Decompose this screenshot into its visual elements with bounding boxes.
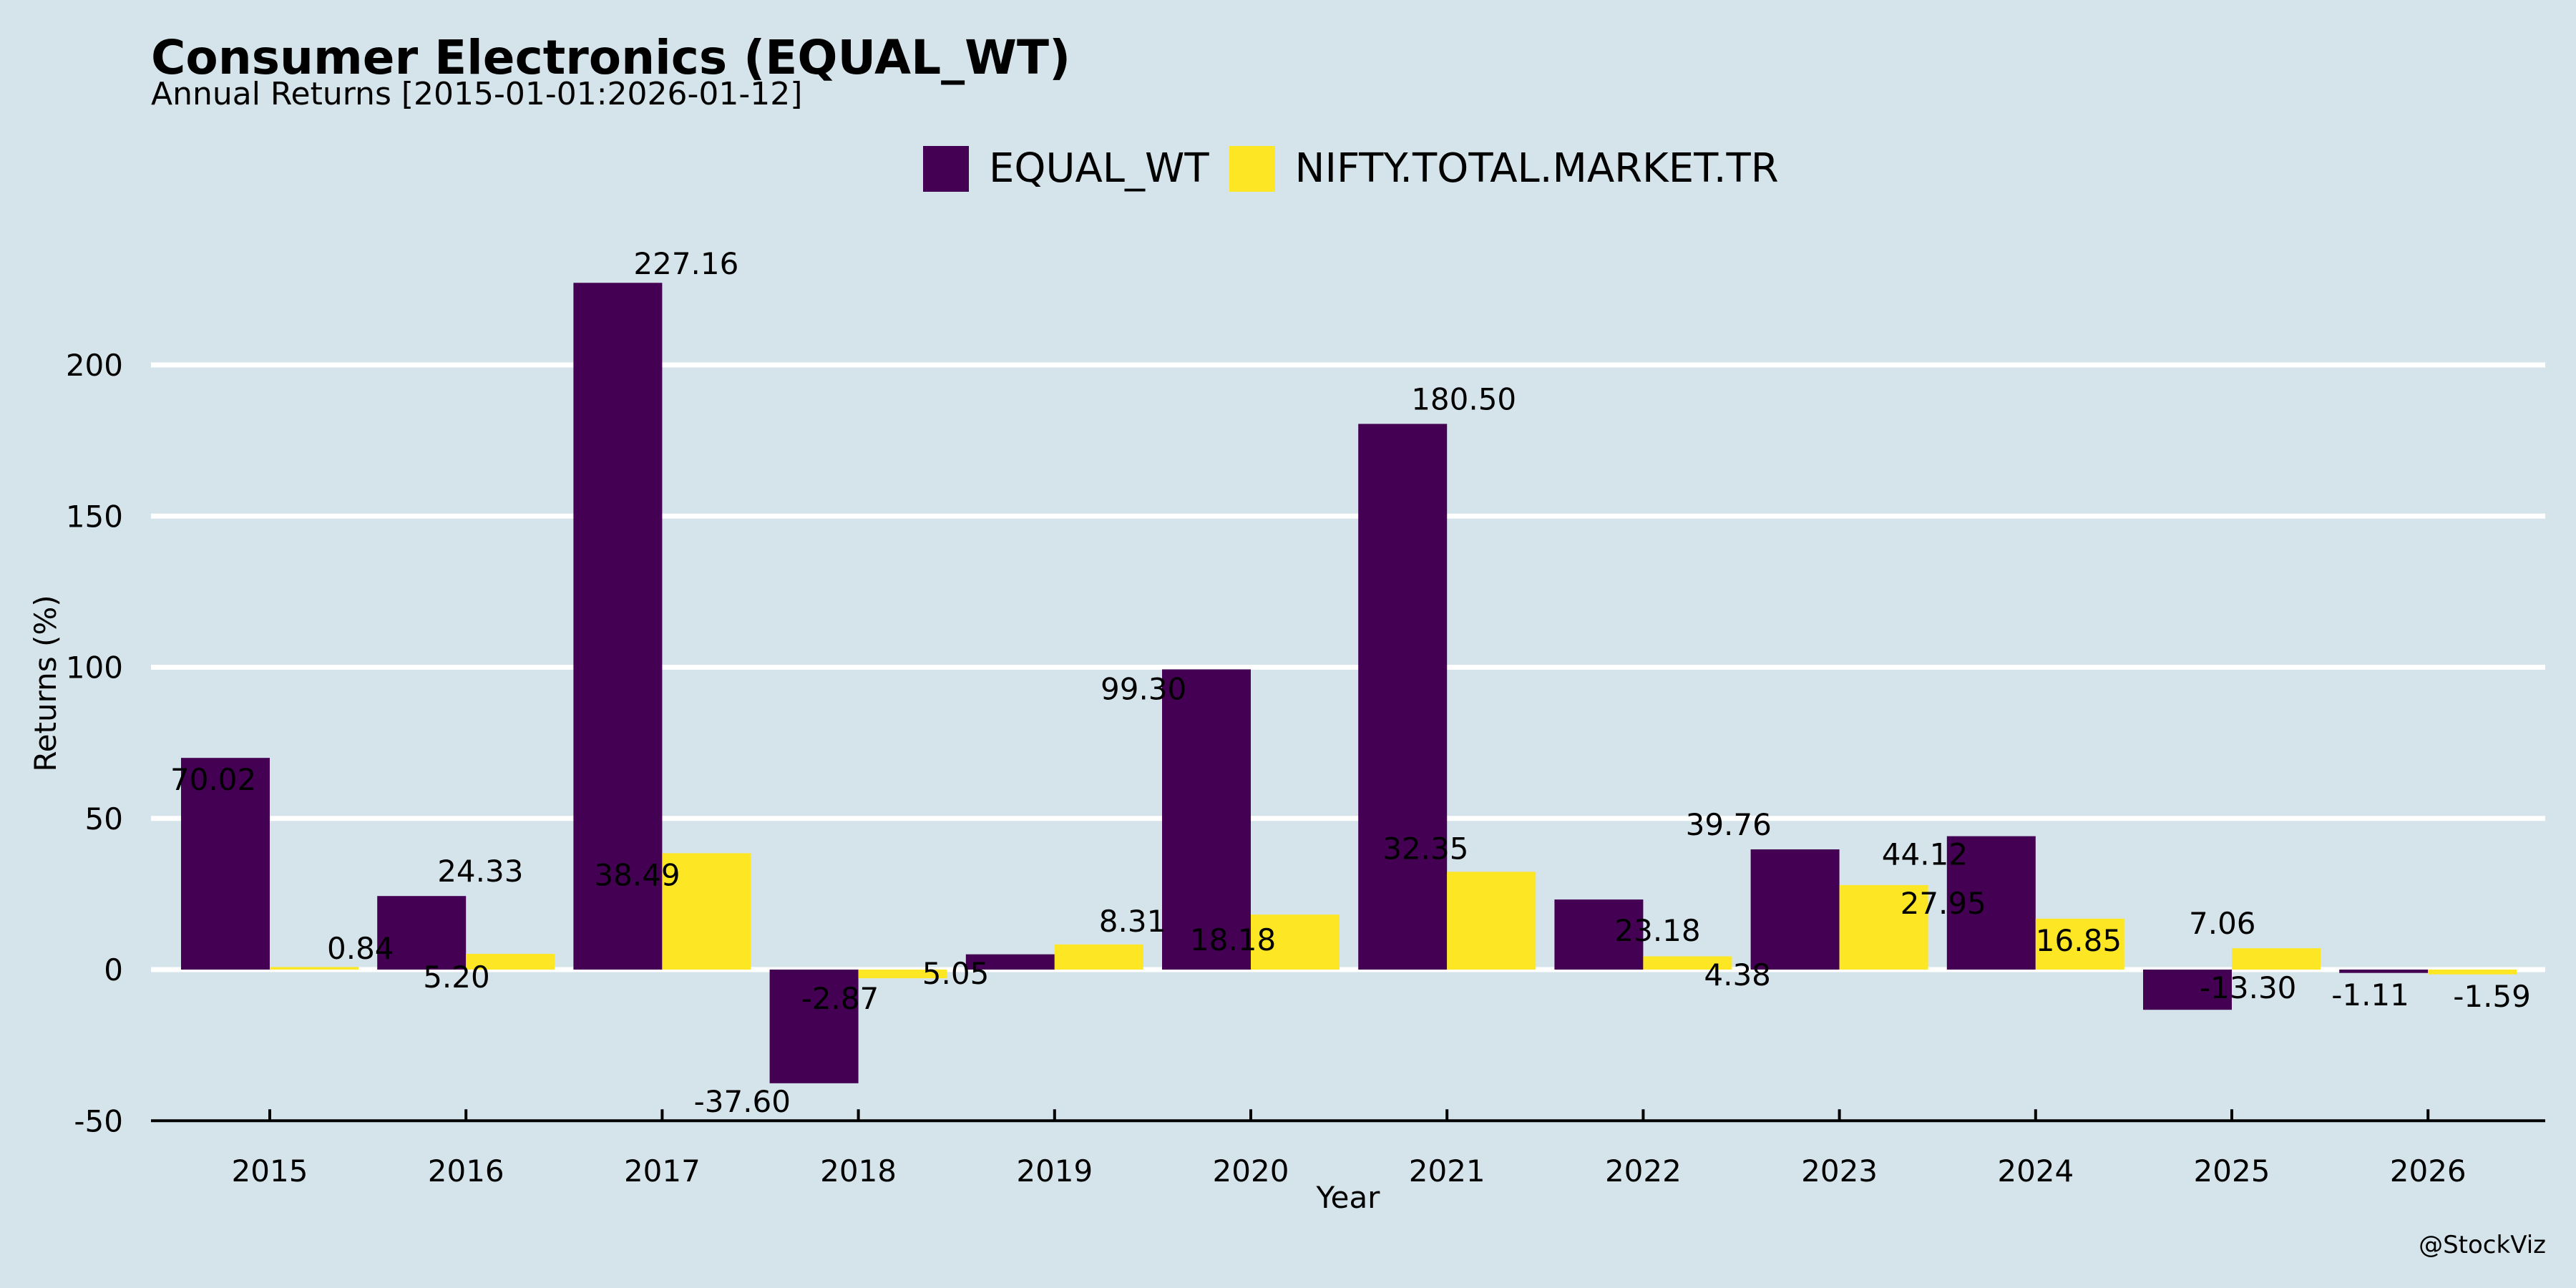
data-label-equal-wt: 24.33 (437, 854, 523, 889)
bar-equal-wt (1554, 899, 1644, 970)
data-label-equal-wt: 70.02 (170, 762, 256, 797)
x-tick-label: 2020 (1213, 1153, 1289, 1189)
bar-nifty (858, 970, 947, 979)
data-label-nifty: 8.31 (1099, 904, 1166, 939)
x-tick-label: 2026 (2390, 1153, 2467, 1189)
bar-nifty (662, 853, 751, 970)
bar-nifty (1054, 944, 1143, 970)
bar-nifty (270, 967, 358, 970)
data-label-equal-wt: 44.12 (1882, 837, 1968, 872)
legend-item-equal-wt: EQUAL_WT (923, 145, 1209, 192)
data-label-equal-wt: 5.05 (922, 956, 990, 991)
bar-nifty (1643, 956, 1732, 970)
x-tick-label: 2018 (820, 1153, 897, 1189)
bar-nifty (1251, 914, 1340, 970)
x-tick-label: 2023 (1801, 1153, 1878, 1189)
bar-equal-wt (1946, 836, 2036, 970)
label-layer: 70.02 0.84 24.33 5.20 227.16 38.49 -37.60 -2.87… (170, 246, 2531, 1119)
bar-nifty (2428, 970, 2517, 975)
x-tick-label: 2021 (1409, 1153, 1485, 1189)
data-label-equal-wt: 23.18 (1614, 913, 1700, 948)
bar-nifty (466, 954, 555, 970)
data-label-nifty: 38.49 (594, 857, 680, 892)
legend-label-nifty: NIFTY.TOTAL.MARKET.TR (1294, 145, 1779, 192)
x-tick-label: 2022 (1605, 1153, 1682, 1189)
x-tick-label: 2015 (232, 1153, 308, 1189)
legend-item-nifty: NIFTY.TOTAL.MARKET.TR (1229, 145, 1779, 192)
data-label-nifty: -2.87 (801, 981, 879, 1016)
y-axis-label: Returns (%) (28, 595, 63, 771)
data-label-nifty: 16.85 (2036, 923, 2122, 958)
data-label-nifty: 18.18 (1190, 922, 1276, 957)
data-label-equal-wt: 39.76 (1686, 807, 1772, 842)
y-tick-label: 150 (66, 499, 123, 534)
legend-label-equal-wt: EQUAL_WT (989, 145, 1209, 192)
bar-equal-wt (2143, 970, 2232, 1010)
bar-nifty (2232, 948, 2321, 970)
y-tick-label: 50 (85, 801, 123, 836)
data-label-equal-wt: -13.30 (2200, 970, 2296, 1005)
data-label-equal-wt: -1.11 (2331, 977, 2409, 1013)
bar-equal-wt (1750, 849, 1840, 970)
data-label-nifty: 4.38 (1704, 957, 1771, 992)
data-label-equal-wt: 180.50 (1411, 381, 1516, 416)
bar-equal-wt (181, 758, 270, 970)
data-label-nifty: 5.20 (423, 960, 490, 995)
y-tick-label: -50 (74, 1103, 123, 1138)
legend: EQUAL_WT NIFTY.TOTAL.MARKET.TR (923, 145, 1799, 192)
legend-swatch-equal-wt (923, 145, 969, 192)
x-tick-label: 2019 (1016, 1153, 1093, 1189)
bar-equal-wt (769, 970, 859, 1083)
data-label-nifty: 7.06 (2189, 906, 2256, 941)
y-tick-label: 100 (66, 650, 123, 686)
bar-equal-wt (377, 896, 467, 970)
bar-equal-wt (1358, 424, 1448, 970)
data-label-equal-wt: 99.30 (1101, 671, 1186, 706)
watermark: @StockViz (2419, 1231, 2546, 1259)
x-axis-label: Year (1316, 1180, 1381, 1215)
y-tick-label: 200 (66, 348, 123, 383)
bar-equal-wt (1162, 669, 1251, 970)
chart-title: Consumer Electronics (EQUAL_WT) (151, 30, 1071, 85)
bar-equal-wt (2339, 970, 2429, 973)
data-label-equal-wt: 227.16 (633, 246, 738, 281)
x-tick-label: 2024 (1997, 1153, 2074, 1189)
bar-nifty (1447, 872, 1536, 970)
data-label-nifty: -1.59 (2453, 979, 2531, 1014)
y-tick-label: 0 (104, 952, 123, 987)
data-label-nifty: 0.84 (327, 931, 394, 966)
bar-equal-wt (965, 954, 1055, 970)
x-tick-label: 2025 (2194, 1153, 2270, 1189)
data-label-nifty: 32.35 (1382, 831, 1468, 866)
bar-nifty (1839, 884, 1928, 970)
legend-swatch-nifty (1229, 145, 1275, 192)
axis-layer: -50 0 50 100 150 200 2015 2016 2017 2018 2019 2020 2… (66, 348, 2545, 1189)
chart-subtitle: Annual Returns [2015-01-01:2026-01-12] (151, 76, 803, 112)
bar-layer (181, 283, 2517, 1083)
x-tick-label: 2017 (624, 1153, 701, 1189)
data-label-nifty: 27.95 (1901, 886, 1986, 921)
data-label-equal-wt: -37.60 (694, 1084, 791, 1119)
x-tick-label: 2016 (428, 1153, 504, 1189)
bar-equal-wt (573, 283, 663, 970)
bar-nifty (2035, 918, 2124, 970)
